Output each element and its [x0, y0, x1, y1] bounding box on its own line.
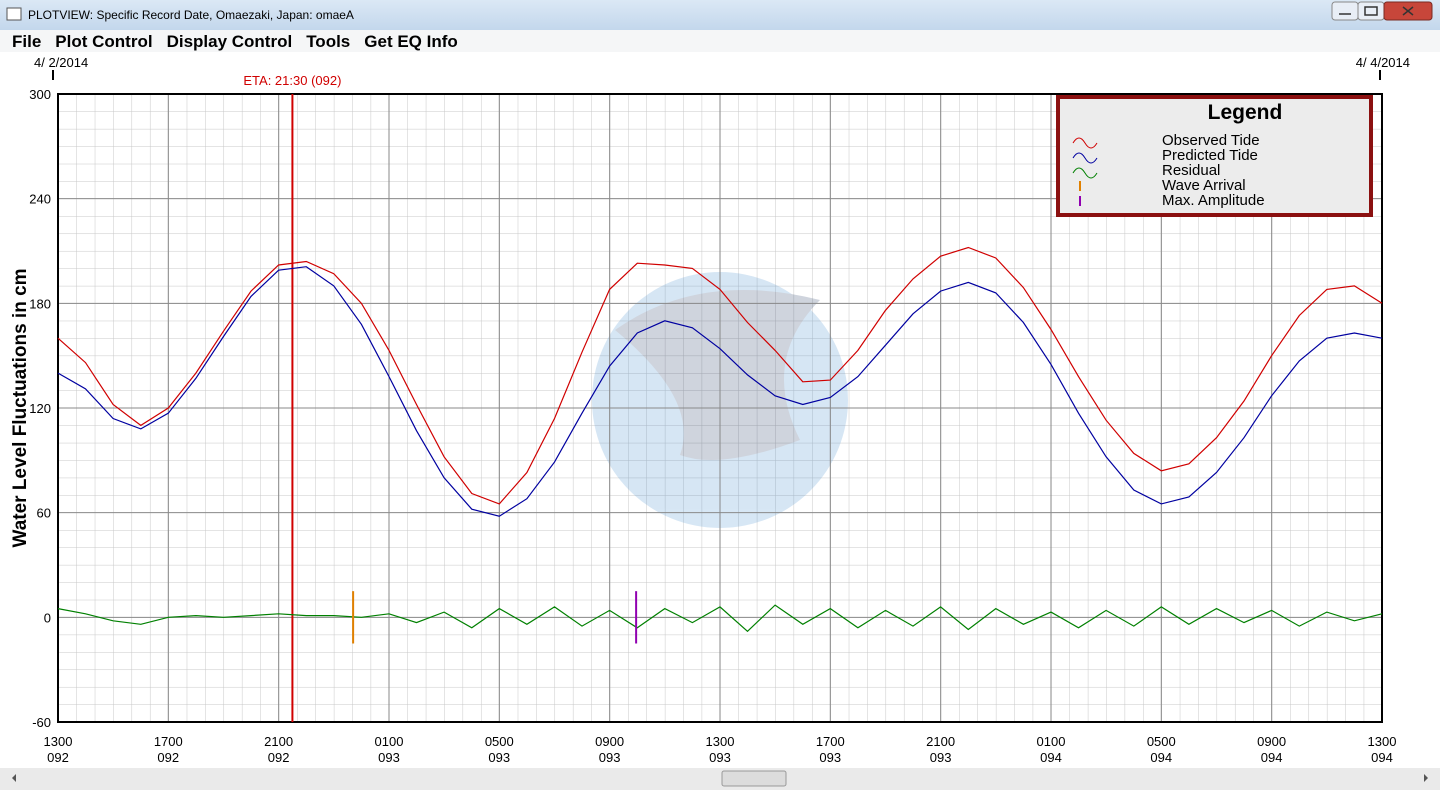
title-bar: [0, 0, 1440, 30]
series-line: [57, 246, 1383, 505]
x-tick-label: 1300 093: [705, 734, 735, 765]
x-tick-label: 0100 093: [374, 734, 404, 765]
eta-label: ETA: 21:30 (092): [243, 73, 341, 88]
y-tick-label: -60: [32, 715, 51, 730]
legend-box: [1056, 95, 1373, 217]
x-tick-label: 0500 094: [1146, 734, 1176, 765]
y-axis-label: Water Level Fluctuations in cm: [10, 268, 31, 547]
legend-label: Max. Amplitude: [1162, 192, 1265, 209]
y-tick-label: 0: [44, 610, 51, 625]
y-tick-label: 60: [37, 506, 51, 521]
menu-item[interactable]: File: [12, 32, 41, 51]
x-tick-label: 1300 094: [1367, 734, 1397, 765]
x-tick-label: 2100 093: [926, 734, 956, 765]
x-tick-label: 1300 092: [43, 734, 73, 765]
x-tick-label: 0900 094: [1257, 734, 1287, 765]
x-tick-label: 2100 092: [264, 734, 294, 765]
series-line: [57, 266, 1383, 517]
x-tick-label: 0100 094: [1036, 734, 1066, 765]
x-tick-label: 0900 093: [595, 734, 625, 765]
legend-title: Legend: [1208, 101, 1283, 124]
menu-item[interactable]: Tools: [306, 32, 350, 51]
x-tick-label: 1700 093: [815, 734, 845, 765]
legend-label: Observed Tide: [1162, 132, 1260, 149]
start-date: 4/ 2/2014: [34, 55, 88, 70]
menu-item[interactable]: Get EQ Info: [364, 32, 458, 51]
legend-swatch: [1072, 167, 1098, 179]
legend-label: Predicted Tide: [1162, 147, 1258, 164]
legend-swatch: [1072, 152, 1098, 164]
scrollbar[interactable]: [0, 768, 1440, 790]
legend-swatch: [1072, 137, 1098, 149]
x-tick-label: 1700 092: [153, 734, 183, 765]
legend-label: Residual: [1162, 162, 1220, 179]
y-tick-label: 300: [29, 87, 51, 102]
window-title: PLOTVIEW: Specific Record Date, Omaezaki…: [28, 8, 354, 22]
y-tick-label: 180: [29, 296, 51, 311]
window-controls: [1331, 1, 1433, 21]
minimize-button[interactable]: [1331, 1, 1359, 21]
menu-bar: [0, 30, 1440, 52]
y-tick-label: 240: [29, 192, 51, 207]
x-tick-label: 0500 093: [484, 734, 514, 765]
menu-item[interactable]: Plot Control: [55, 32, 152, 51]
y-tick-label: 120: [29, 401, 51, 416]
menu-item[interactable]: Display Control: [167, 32, 293, 51]
maximize-button[interactable]: [1357, 1, 1385, 21]
legend-label: Wave Arrival: [1162, 177, 1246, 194]
app-icon: [6, 7, 22, 21]
scroll-thumb[interactable]: [721, 770, 787, 787]
end-date: 4/ 4/2014: [1356, 55, 1410, 70]
plot-frame: [57, 93, 1383, 723]
series-line: [57, 604, 1383, 633]
